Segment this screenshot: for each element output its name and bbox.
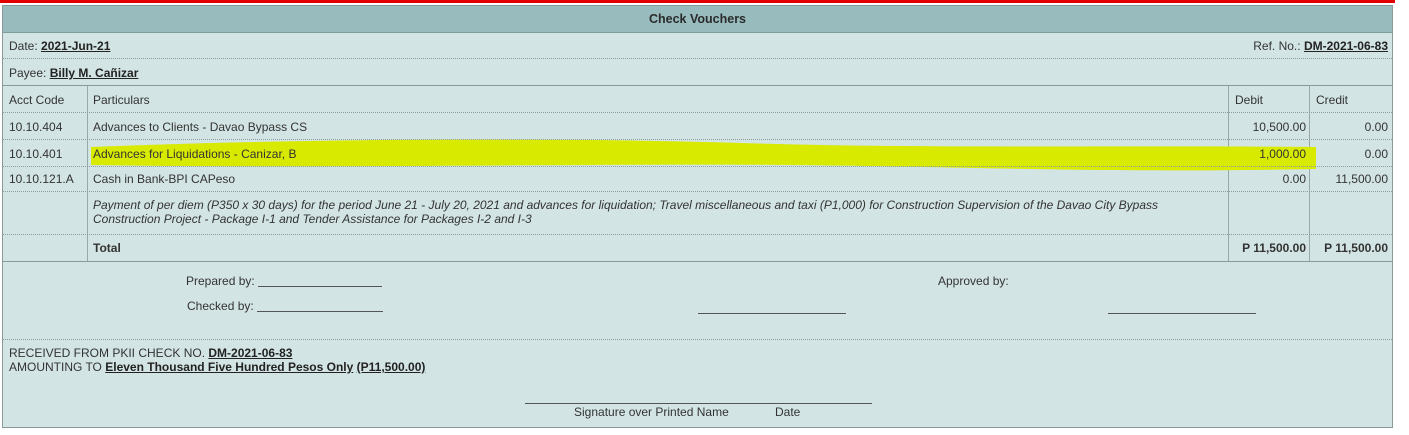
entry-credit: 0.00 [1364, 147, 1388, 161]
entry-particulars: Cash in Bank-BPI CAPeso [93, 172, 236, 186]
approved-by-label: Approved by: [938, 274, 1009, 288]
amount-words: Eleven Thousand Five Hundred Pesos Only [105, 360, 354, 374]
checked-by-line [257, 311, 384, 312]
panel-title: Check Vouchers [3, 6, 1392, 33]
payee-label: Payee: [9, 66, 47, 80]
entry-particulars: Advances for Liquidations - Canizar, B [93, 147, 297, 161]
date-sign-label: Date [775, 405, 801, 419]
divider [3, 58, 1392, 59]
payee-value: Billy M. Cañizar [49, 66, 139, 80]
ref-label: Ref. No.: [1253, 39, 1301, 53]
entry-debit: 1,000.00 [1259, 147, 1306, 161]
prepared-by-row: Prepared by: [186, 274, 383, 288]
signature-line [698, 313, 846, 314]
divider [3, 234, 1392, 235]
divider [3, 166, 1392, 167]
divider [3, 191, 1392, 192]
amount-prefix: AMOUNTING TO [9, 360, 102, 374]
ref-row: Ref. No.: DM-2021-06-83 [1253, 39, 1388, 53]
entry-acct-code: 10.10.401 [9, 147, 63, 161]
col-header-credit: Credit [1316, 93, 1349, 107]
col-separator [1309, 86, 1310, 261]
received-row: RECEIVED FROM PKII CHECK NO. DM-2021-06-… [9, 346, 292, 360]
entry-debit: 10,500.00 [1252, 120, 1306, 134]
payee-row: Payee: Billy M. Cañizar [9, 66, 138, 80]
col-separator [87, 86, 88, 261]
col-header-debit: Debit [1235, 93, 1264, 107]
divider [3, 139, 1392, 140]
ref-value: DM-2021-06-83 [1303, 39, 1388, 53]
receiver-signature-line [525, 403, 872, 404]
amount-row: AMOUNTING TO Eleven Thousand Five Hundre… [9, 360, 425, 374]
divider [3, 85, 1392, 86]
divider [3, 112, 1392, 113]
col-header-acct-code: Acct Code [9, 93, 65, 107]
highlighter-mark [91, 139, 1316, 171]
entry-particulars: Advances to Clients - Davao Bypass CS [93, 120, 308, 134]
top-accent-bar [0, 0, 1395, 3]
signature-label: Signature over Printed Name [574, 405, 729, 419]
total-credit: P 11,500.00 [1324, 241, 1388, 255]
checked-by-label: Checked by: [187, 299, 254, 313]
prepared-by-label: Prepared by: [186, 274, 255, 288]
col-separator [1228, 86, 1229, 261]
amount-figure: (P11,500.00) [356, 360, 426, 374]
checked-by-row: Checked by: [187, 299, 384, 313]
date-label: Date: [9, 39, 38, 53]
divider [3, 261, 1392, 262]
col-header-particulars: Particulars [93, 93, 150, 107]
entry-credit: 11,500.00 [1335, 172, 1389, 186]
entry-acct-code: 10.10.404 [9, 120, 63, 134]
signature-line [1108, 313, 1256, 314]
entry-debit: 0.00 [1282, 172, 1306, 186]
entry-credit: 0.00 [1364, 120, 1388, 134]
received-check-no: DM-2021-06-83 [208, 346, 293, 360]
date-row: Date: 2021-Jun-21 [9, 39, 110, 53]
prepared-by-line [258, 286, 383, 287]
divider [3, 339, 1392, 340]
total-label: Total [93, 241, 121, 255]
total-debit: P 11,500.00 [1242, 241, 1306, 255]
entry-acct-code: 10.10.121.A [9, 172, 74, 186]
check-voucher-panel: Check Vouchers Date: 2021-Jun-21 Ref. No… [2, 5, 1393, 428]
voucher-description: Payment of per diem (P350 x 30 days) for… [93, 198, 1159, 226]
received-prefix: RECEIVED FROM PKII CHECK NO. [9, 346, 206, 360]
date-value: 2021-Jun-21 [41, 39, 111, 53]
